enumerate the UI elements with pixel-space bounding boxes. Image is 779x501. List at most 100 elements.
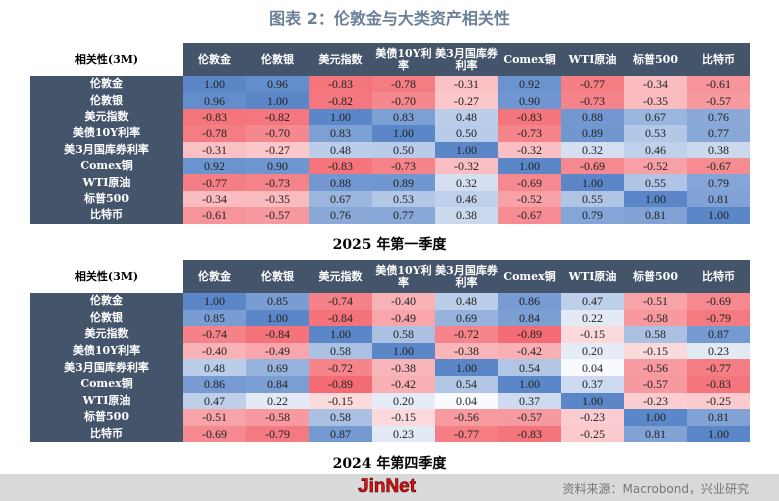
row-label: 伦敦金 — [30, 76, 183, 93]
heatmap-cell: 0.23 — [372, 425, 435, 443]
column-header: 伦敦银 — [246, 260, 309, 293]
column-header: 伦敦银 — [246, 43, 309, 76]
heatmap-cell: -0.23 — [624, 392, 687, 410]
heatmap-cell: -0.51 — [183, 409, 246, 426]
row-label: Comex铜 — [30, 157, 183, 175]
heatmap-cell: 0.37 — [498, 392, 561, 410]
heatmap-cell: -0.83 — [498, 108, 561, 126]
heatmap-cell: 0.22 — [561, 309, 624, 327]
row-label: 伦敦银 — [30, 309, 183, 327]
heatmap-cell: -0.58 — [624, 309, 687, 327]
corner-label: 相关性(3M) — [30, 43, 183, 76]
column-header: Comex铜 — [498, 260, 561, 293]
table-row: WTI原油 0.47 0.22 -0.15 0.20 0.04 0.37 1.00 -0.23-… — [30, 392, 750, 410]
heatmap-cell: -0.77 — [687, 359, 750, 376]
column-header: 美债10Y利率 — [372, 43, 435, 76]
heatmap-cell: -0.73 — [372, 157, 435, 175]
heatmap-cell: 1.00 — [183, 293, 246, 310]
heatmap-cell: 1.00 — [246, 309, 309, 327]
chart-title: 图表 2：伦敦金与大类资产相关性 — [269, 9, 510, 28]
heatmap-cell: 0.88 — [561, 108, 624, 126]
heatmap-cell: 1.00 — [561, 392, 624, 410]
heatmap-cell: 0.88 — [309, 174, 372, 191]
heatmap-cell: 0.48 — [435, 293, 498, 310]
heatmap-cell: 0.84 — [246, 375, 309, 393]
heatmap-cell: 0.04 — [561, 359, 624, 376]
heatmap-cell: -0.49 — [246, 342, 309, 360]
heatmap-cell: -0.38 — [435, 342, 498, 360]
heatmap-cell: -0.32 — [435, 157, 498, 175]
heatmap-cell: -0.35 — [246, 190, 309, 208]
heatmap-cell: 0.04 — [435, 392, 498, 410]
heatmap-cell: 0.79 — [687, 174, 750, 191]
heatmap-cell: -0.83 — [687, 375, 750, 393]
heatmap-cell: -0.61 — [687, 76, 750, 93]
heatmap-cell: -0.83 — [183, 108, 246, 126]
table-row: Comex铜 0.86 0.84 -0.89 -0.42 0.54 1.00 0.37 -0.5… — [30, 375, 750, 393]
heatmap-cell: -0.77 — [183, 174, 246, 191]
heatmap-cell: -0.77 — [435, 425, 498, 443]
heatmap-cell: 0.87 — [309, 425, 372, 443]
heatmap-cell: -0.57 — [498, 409, 561, 426]
heatmap-cell: 0.32 — [561, 141, 624, 158]
heatmap-cell: -0.67 — [498, 207, 561, 224]
heatmap-cell: -0.69 — [183, 425, 246, 443]
table-row: 伦敦银 0.96 1.00 -0.82 -0.70 -0.27 0.90 -0.73 -0.35… — [30, 92, 750, 109]
heatmap-cell: -0.15 — [309, 392, 372, 410]
heatmap-cell: -0.40 — [372, 293, 435, 310]
heatmap-cell: -0.78 — [183, 125, 246, 142]
heatmap-cell: -0.84 — [309, 309, 372, 327]
heatmap-cell: 0.85 — [246, 293, 309, 310]
heatmap-cell: 1.00 — [309, 326, 372, 343]
row-label: 标普500 — [30, 190, 183, 208]
heatmap-cell: 0.23 — [687, 342, 750, 360]
correlation-table-2025q1: 相关性(3M) 伦敦金 伦敦银 美元指数 美债10Y利率 美3月国库券利率 Comex铜 WT… — [30, 43, 750, 224]
heatmap-cell: -0.73 — [561, 92, 624, 109]
heatmap-cell: -0.51 — [624, 293, 687, 310]
jinnet-logo: JinNet — [358, 476, 417, 498]
corner-label: 相关性(3M) — [30, 260, 183, 293]
heatmap-cell: -0.72 — [309, 359, 372, 376]
heatmap-cell: -0.73 — [498, 125, 561, 142]
heatmap-cell: 0.37 — [561, 375, 624, 393]
heatmap-cell: 1.00 — [372, 342, 435, 360]
heatmap-cell: 0.46 — [435, 190, 498, 208]
heatmap-cell: 0.69 — [246, 359, 309, 376]
heatmap-cell: 1.00 — [624, 190, 687, 208]
heatmap-cell: 0.47 — [183, 392, 246, 410]
heatmap-cell: 1.00 — [687, 207, 750, 224]
heatmap-cell: 0.89 — [561, 125, 624, 142]
heatmap-cell: -0.79 — [246, 425, 309, 443]
heatmap-cell: 0.46 — [624, 141, 687, 158]
heatmap-cell: -0.58 — [246, 409, 309, 426]
heatmap-cell: 0.86 — [183, 375, 246, 393]
heatmap-cell: -0.83 — [309, 76, 372, 93]
caption-2025q1: 2025 年第一季度 — [332, 237, 447, 253]
heatmap-cell: -0.61 — [183, 207, 246, 224]
heatmap-cell: 0.76 — [687, 108, 750, 126]
table-row: 标普500 -0.34 -0.35 0.67 0.53 0.46 -0.52 0.55 1.00… — [30, 190, 750, 208]
heatmap-cell: -0.83 — [498, 425, 561, 443]
heatmap-cell: -0.69 — [498, 174, 561, 191]
heatmap-cell: -0.79 — [687, 309, 750, 327]
table-row: 比特币 -0.61 -0.57 0.76 0.77 0.38 -0.67 0.79 0.81 1.… — [30, 207, 750, 224]
column-header: 美债10Y利率 — [372, 260, 435, 293]
table-row: 美3月国库券利率 0.48 0.69 -0.72 -0.38 1.00 0.54 0.04 -0… — [30, 359, 750, 376]
row-label: 美元指数 — [30, 108, 183, 126]
row-label: 标普500 — [30, 409, 183, 426]
heatmap-cell: -0.72 — [435, 326, 498, 343]
heatmap-cell: 0.32 — [435, 174, 498, 191]
heatmap-cell: 0.77 — [372, 207, 435, 224]
heatmap-cell: -0.23 — [561, 409, 624, 426]
heatmap-cell: -0.82 — [309, 92, 372, 109]
table-row: 比特币 -0.69 -0.79 0.87 0.23 -0.77 -0.83 -0.25 0.81… — [30, 425, 750, 443]
heatmap-cell: -0.89 — [498, 326, 561, 343]
heatmap-cell: -0.15 — [372, 409, 435, 426]
heatmap-cell: -0.77 — [561, 76, 624, 93]
heatmap-cell: 0.67 — [624, 108, 687, 126]
column-header: 比特币 — [687, 260, 750, 293]
heatmap-cell: 0.48 — [309, 141, 372, 158]
heatmap-cell: 0.89 — [372, 174, 435, 191]
heatmap-cell: 0.47 — [561, 293, 624, 310]
heatmap-cell: 1.00 — [561, 174, 624, 191]
